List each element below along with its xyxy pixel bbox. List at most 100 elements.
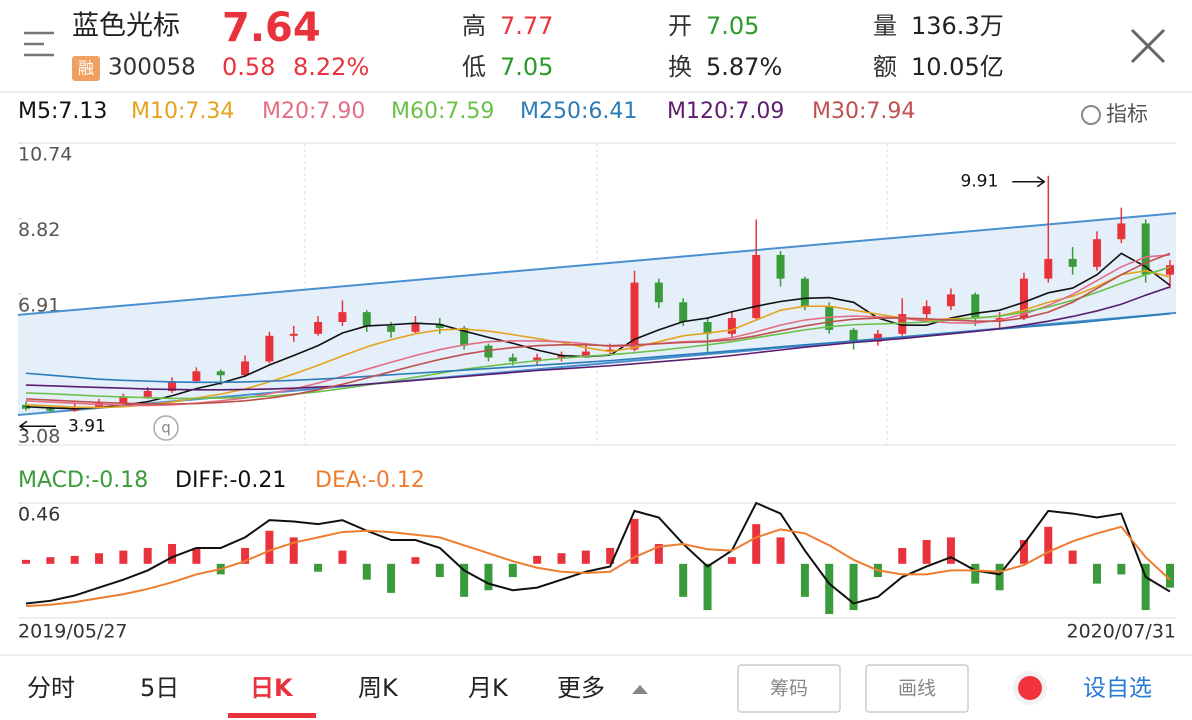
macd-bar [1117,563,1126,575]
macd-bar [1019,540,1028,564]
tab-underline [228,713,316,718]
macd-bar [484,563,493,591]
macd-bar [460,563,469,597]
macd-bar [46,557,55,564]
stat-label: 高 [462,12,486,40]
candle-body [411,323,420,332]
macd-bar [143,547,152,564]
candle-body [800,278,809,307]
candle-body [679,302,688,322]
macd-bar [338,550,347,564]
candle-body [922,306,931,315]
tab[interactable]: 分时 [27,674,75,702]
candle-body [873,333,882,342]
badge-bg [72,56,100,81]
macd-bar [411,557,420,564]
legend-entry: M5:7.13 [18,99,107,124]
candle-body [849,329,858,342]
candle-body [1092,239,1101,267]
min-arrow [18,420,56,432]
macd-bar [849,563,858,611]
stat-label: 额 [873,53,897,81]
candle-body [1117,223,1126,240]
close-line [1130,28,1166,64]
tab[interactable]: 月K [468,674,509,702]
y-tick-label: 10.74 [18,144,72,166]
macd-bar [192,547,201,564]
macd-bar [168,543,177,564]
stock-name: 蓝色光标 [72,11,180,42]
macd-bar [898,547,907,564]
candle-body [119,396,128,403]
candle-body [557,355,566,358]
macd-bar [289,537,298,564]
candle-body [216,371,225,376]
x-tick-label: 2019/05/27 [18,621,128,643]
candle-body [752,254,761,319]
candle-body [168,381,177,391]
candle-body [362,312,371,326]
macd-bar [581,550,590,564]
max-label: 9.91 [960,172,998,192]
change: 0.58 [222,53,275,81]
macd-bar [1092,563,1101,584]
macd-bar [70,555,79,564]
macd-bar [362,563,371,580]
x-tick-label: 2020/07/31 [1066,621,1176,643]
legend-entry: M120:7.09 [667,99,784,124]
macd-bar [435,563,444,578]
max-arrow [1012,176,1046,188]
button-frame[interactable] [737,664,841,713]
tab[interactable]: 更多 [557,674,605,702]
macd-bar [800,563,809,597]
candle-body [192,371,201,382]
candle-body [1166,265,1174,275]
candle-body [46,408,55,411]
candle-body [1141,223,1150,275]
macd-bar [776,537,785,564]
tab[interactable]: 5日 [140,674,179,702]
legend-entry: M10:7.34 [131,99,234,124]
candle-body [265,335,274,362]
candle-body [971,294,980,319]
macd-bar [387,563,396,593]
candle-body [581,351,590,356]
macd-bar [946,537,955,564]
candle-body [387,325,396,332]
macd-bar [630,518,639,564]
button-label: 画线 [898,678,936,700]
button-frame[interactable] [865,664,969,713]
stat-value: 136.3万 [911,12,1004,40]
candle-body [289,333,298,336]
add-watchlist[interactable]: 设自选 [1083,676,1152,702]
macd-bar [922,540,931,564]
stat-value: 5.87% [706,53,782,81]
y-tick-label: 6.91 [18,295,60,317]
q-icon-glyph: q [161,419,171,437]
legend-entry: M30:7.94 [812,99,915,124]
legend-entry: M20:7.90 [262,99,365,124]
macd-bar [314,563,323,572]
badge: 融 [78,59,94,78]
stat-label: 量 [873,12,897,40]
indicator-button[interactable]: 指标 [1081,102,1148,126]
y-tick-label: 8.82 [18,219,60,241]
y-tick-label: 3.08 [18,426,60,448]
menu-icon[interactable] [24,31,54,57]
macd-bar [606,547,615,564]
candle-body [435,323,444,328]
candle-body [460,327,469,346]
macd-bar [1141,563,1150,611]
macd-bar [654,543,663,564]
macd-bar [995,563,1004,591]
tab[interactable]: 日K [250,674,294,702]
macd-bar [1166,563,1174,588]
macd-line [25,525,1171,608]
macd-bar [703,563,712,611]
close-icon[interactable] [1130,28,1166,64]
legend-entry: MACD:-0.18 [18,468,148,493]
tab[interactable]: 周K [358,674,399,702]
channel-line [17,212,1177,316]
legend-entry: DIFF:-0.21 [175,468,286,493]
